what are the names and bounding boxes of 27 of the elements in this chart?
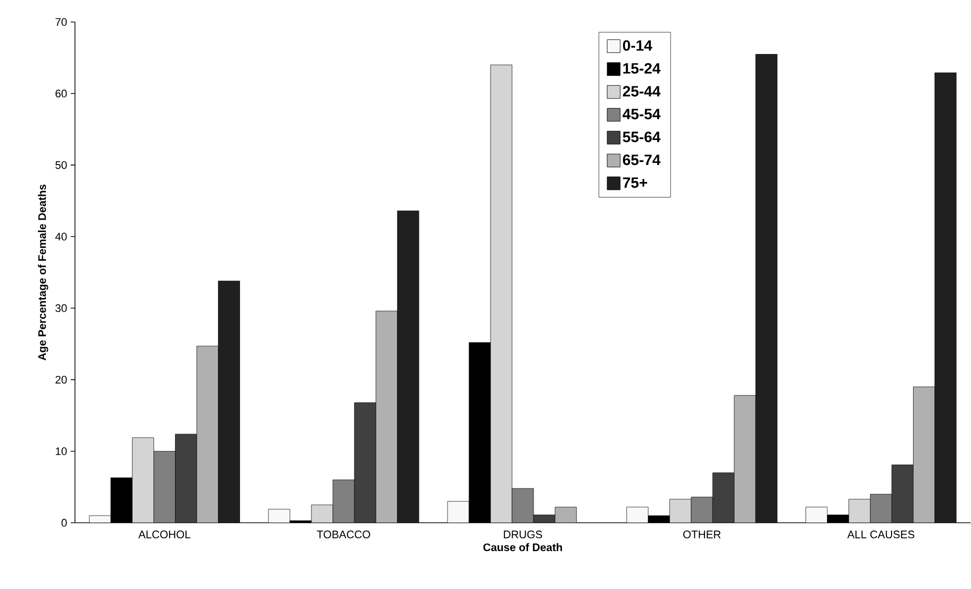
legend-label: 65-74: [622, 154, 661, 166]
bar: [913, 386, 935, 523]
y-tick-label: 50: [55, 161, 67, 170]
legend-label: 15-24: [623, 63, 661, 74]
legend-label: 0-14: [622, 40, 652, 51]
x-tick-label: OTHER: [683, 530, 721, 538]
x-tick-label: ALL CAUSES: [847, 530, 914, 538]
x-tick-label: TOBACCO: [316, 530, 370, 538]
bar: [196, 346, 218, 523]
bar: [376, 310, 398, 523]
y-tick-label: 20: [56, 376, 67, 384]
x-axis-title: Cause of Death: [483, 543, 562, 552]
y-tick-label: 60: [56, 90, 67, 98]
legend-label: 45-54: [622, 109, 661, 120]
y-axis-title: Age Percentage of Female Deaths: [38, 184, 48, 361]
x-tick-label: ALCOHOL: [138, 530, 190, 538]
y-tick-label: 30: [55, 304, 67, 312]
y-tick-label: 10: [56, 447, 67, 456]
y-tick-label: 40: [55, 232, 67, 241]
bar: [554, 506, 577, 523]
legend-label: 55-64: [622, 132, 661, 142]
bar: [734, 395, 756, 523]
y-tick-label: 70: [56, 18, 67, 26]
y-tick-label: 0: [62, 519, 67, 527]
legend-label: 25-44: [622, 86, 661, 97]
legend-label: 75+: [623, 178, 648, 188]
x-tick-label: DRUGS: [504, 530, 542, 538]
